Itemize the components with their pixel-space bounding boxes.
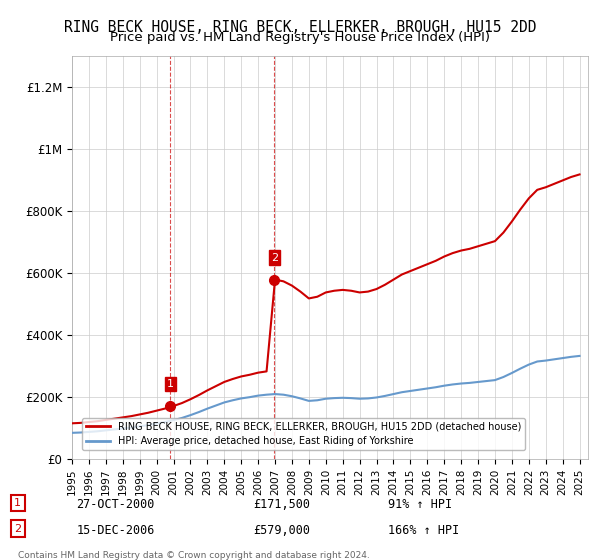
Text: 1: 1 [167, 379, 174, 389]
Text: 91% ↑ HPI: 91% ↑ HPI [388, 498, 452, 511]
Text: 2: 2 [271, 253, 278, 263]
Text: RING BECK HOUSE, RING BECK, ELLERKER, BROUGH, HU15 2DD: RING BECK HOUSE, RING BECK, ELLERKER, BR… [64, 20, 536, 35]
Text: Price paid vs. HM Land Registry's House Price Index (HPI): Price paid vs. HM Land Registry's House … [110, 31, 490, 44]
Text: £171,500: £171,500 [253, 498, 310, 511]
Text: Contains HM Land Registry data © Crown copyright and database right 2024.
This d: Contains HM Land Registry data © Crown c… [18, 551, 370, 560]
Text: 1: 1 [14, 498, 21, 508]
Legend: RING BECK HOUSE, RING BECK, ELLERKER, BROUGH, HU15 2DD (detached house), HPI: Av: RING BECK HOUSE, RING BECK, ELLERKER, BR… [82, 418, 525, 450]
Text: 27-OCT-2000: 27-OCT-2000 [77, 498, 155, 511]
Text: £579,000: £579,000 [253, 524, 310, 536]
Text: 2: 2 [14, 524, 22, 534]
Text: 15-DEC-2006: 15-DEC-2006 [77, 524, 155, 536]
Text: 166% ↑ HPI: 166% ↑ HPI [388, 524, 460, 536]
